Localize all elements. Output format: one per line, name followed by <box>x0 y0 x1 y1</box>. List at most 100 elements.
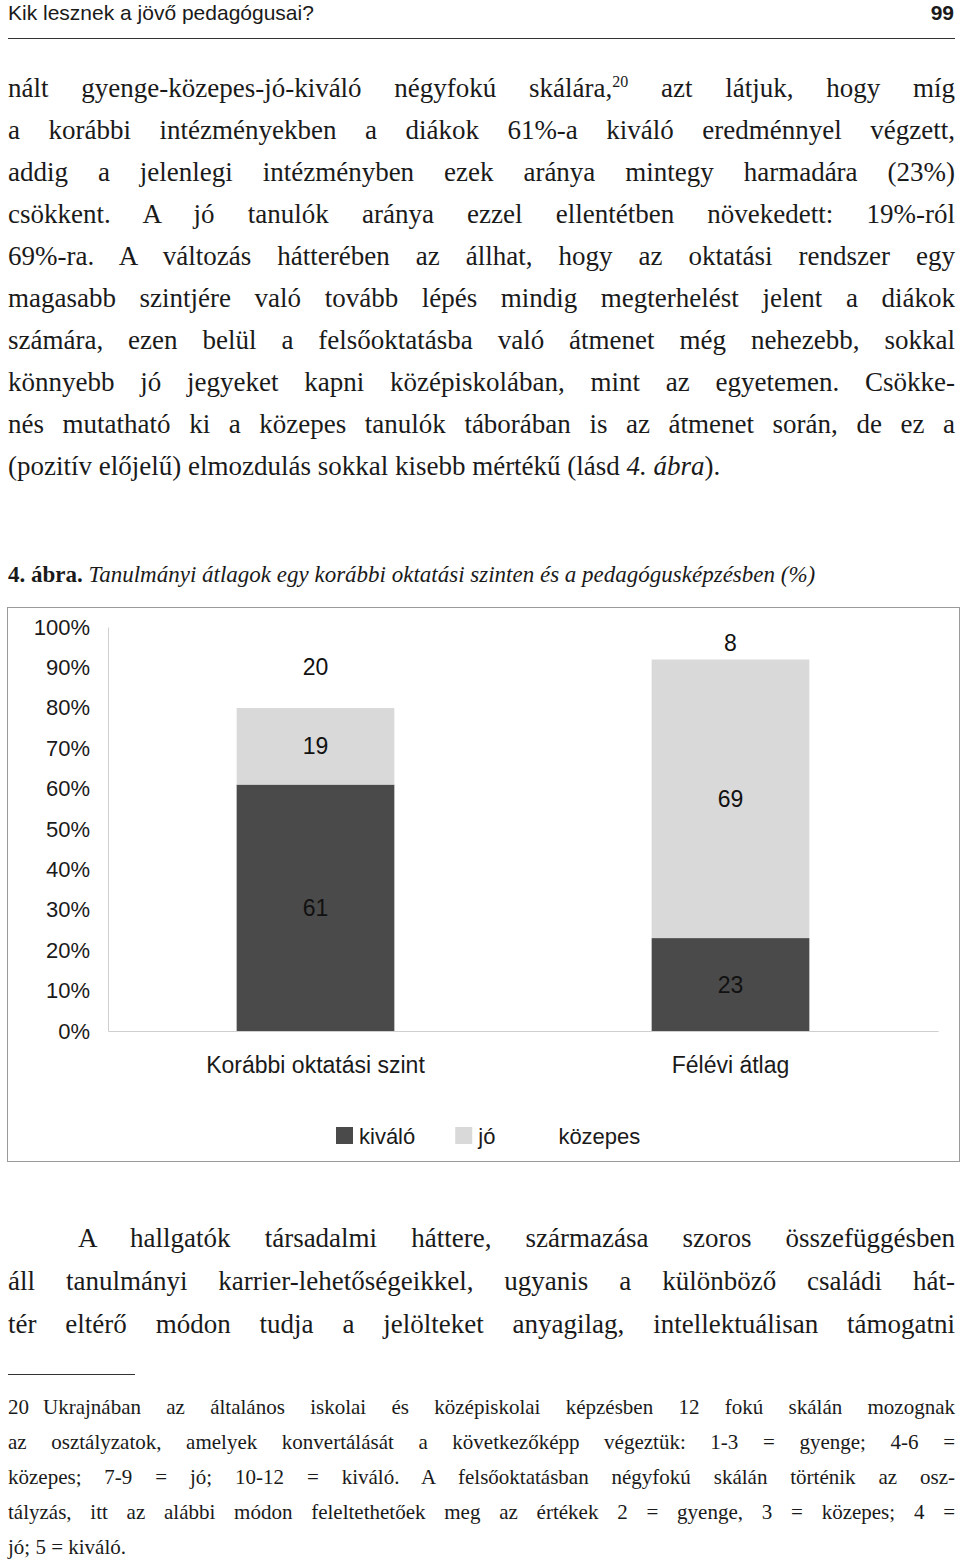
text-run: 4. ábra. <box>8 562 83 587</box>
data-label: 69 <box>718 786 744 812</box>
footnote-line: 20 Ukrajnában az általános iskolai és köz… <box>8 1390 955 1425</box>
y-axis-line <box>108 628 109 1032</box>
text-run: csökkent. A jó tanulók aránya ezzel elle… <box>8 199 955 229</box>
data-labels: 61 23 19 69 20 8 <box>303 630 744 997</box>
footnote-line: az osztályzatok, amelyek konvertálását a… <box>8 1425 955 1460</box>
text-run: Tanulmányi átlagok egy korábbi oktatási … <box>83 562 816 587</box>
y-tick: 100% <box>34 615 108 640</box>
y-tick: 50% <box>46 817 108 842</box>
chart-frame: 0% 10% 20% 30% 40% 50% 60% 70% 80% 90% 100% Korábbi… <box>7 607 960 1162</box>
chart: 0% 10% 20% 30% 40% 50% 60% 70% 80% 90% 100% Korábbi… <box>8 608 959 1161</box>
footnote-text: közepes; 7-9 = jó; 10-12 = kiváló. A fel… <box>8 1465 955 1489</box>
legend-label: kiváló <box>359 1124 415 1149</box>
text-run: 20 <box>612 73 628 90</box>
footnote-line: közepes; 7-9 = jó; 10-12 = kiváló. A fel… <box>8 1460 955 1495</box>
text-line: könnyebb jó jegyeket kapni középiskolába… <box>8 361 955 403</box>
y-tick: 20% <box>46 938 108 963</box>
x-axis-line <box>109 1031 939 1032</box>
data-label: 20 <box>303 654 329 680</box>
text-run: nés mutatható ki a közepes tanulók tábor… <box>8 409 955 439</box>
y-tick-label: 50% <box>46 817 90 842</box>
page: Kik lesznek a jövő pedagógusai? 99 nált gy… <box>0 0 960 1562</box>
y-tick: 40% <box>46 857 108 882</box>
text-line: tér eltérő módon tudja a jelölteket anya… <box>8 1303 955 1345</box>
text-line: 69%-ra. A változás hátterében az állhat,… <box>8 235 955 277</box>
y-tick: 70% <box>46 736 108 761</box>
x-tick-label: Félévi átlag <box>672 1052 790 1078</box>
y-tick-label: 10% <box>46 978 90 1003</box>
running-head: Kik lesznek a jövő pedagógusai? <box>8 0 314 26</box>
x-tick: Korábbi oktatási szint <box>206 1052 425 1078</box>
data-label: 61 <box>303 895 329 921</box>
bar-segment <box>237 627 395 708</box>
y-tick: 0% <box>58 1019 108 1044</box>
bar-segment <box>237 708 395 785</box>
y-tick-label: 60% <box>46 776 90 801</box>
header-rule <box>8 38 955 39</box>
y-tick-label: 70% <box>46 736 90 761</box>
text-line: áll tanulmányi karrier-lehetőségeikkel, … <box>8 1260 955 1302</box>
figure-caption: 4. ábra. Tanulmányi átlagok egy korábbi … <box>8 560 955 590</box>
text-line: (pozitív előjelű) elmozdulás sokkal kise… <box>8 445 955 487</box>
footnote-text: tályzás, itt az alábbi módon feleltethet… <box>8 1500 955 1524</box>
bar-segment <box>652 938 810 1031</box>
x-tick: Félévi átlag <box>672 1052 790 1078</box>
text-run: tér eltérő módon tudja a jelölteket anya… <box>8 1309 955 1339</box>
text-run: magasabb szintjére való tovább lépés min… <box>8 283 955 313</box>
legend-swatch <box>455 1127 472 1144</box>
y-tick-label: 0% <box>58 1019 90 1044</box>
text-run: addig a jelenlegi intézményben ezek arán… <box>8 157 955 187</box>
y-tick-label: 80% <box>46 695 90 720</box>
y-tick: 30% <box>46 897 108 922</box>
y-tick: 60% <box>46 776 108 801</box>
footnote-line: tályzás, itt az alábbi módon feleltethet… <box>8 1495 955 1530</box>
page-number: 99 <box>931 0 954 26</box>
footnote-text: Ukrajnában az általános iskolai és közép… <box>43 1395 955 1419</box>
text-run: ). <box>705 451 721 481</box>
legend-label: jó <box>477 1124 495 1149</box>
y-tick: 10% <box>46 978 108 1003</box>
y-tick-label: 100% <box>34 615 90 640</box>
text-run: a korábbi intézményekben a diákok 61%-a … <box>8 115 955 145</box>
footnote-rule <box>8 1374 135 1375</box>
text-line: nált gyenge-közepes-jó-kiváló négyfokú s… <box>8 67 955 109</box>
data-label: 19 <box>303 733 329 759</box>
text-run: számára, ezen belül a felsőoktatásba val… <box>8 325 955 355</box>
y-tick-label: 20% <box>46 938 90 963</box>
legend-swatch <box>336 1127 353 1144</box>
legend-swatch <box>535 1127 552 1144</box>
text-line: csökkent. A jó tanulók aránya ezzel elle… <box>8 193 955 235</box>
text-run: A hallgatók társadalmi háttere, származá… <box>78 1223 955 1253</box>
bar-segment <box>237 785 395 1031</box>
legend-label: közepes <box>558 1124 640 1149</box>
y-tick-label: 30% <box>46 897 90 922</box>
text-line: addig a jelenlegi intézményben ezek arán… <box>8 151 955 193</box>
x-axis: Korábbi oktatási szint Félévi átlag <box>109 1032 939 1079</box>
text-line: a korábbi intézményekben a diákok 61%-a … <box>8 109 955 151</box>
legend: kiváló jó közepes <box>336 1124 640 1149</box>
footnote-number: 20 <box>8 1395 29 1419</box>
y-tick-label: 40% <box>46 857 90 882</box>
text-run: 69%-ra. A változás hátterében az állhat,… <box>8 241 955 271</box>
text-line: számára, ezen belül a felsőoktatásba val… <box>8 319 955 361</box>
footnote-line: jó; 5 = kiváló. <box>8 1530 955 1562</box>
text-run: azt látjuk, hogy míg <box>628 73 955 103</box>
text-line: A hallgatók társadalmi háttere, származá… <box>78 1217 955 1259</box>
text-run: 4. ábra <box>627 451 705 481</box>
text-run: áll tanulmányi karrier-lehetőségeikkel, … <box>8 1266 955 1296</box>
data-label: 23 <box>718 972 744 998</box>
y-tick: 90% <box>46 655 108 680</box>
text-run: (pozitív előjelű) elmozdulás sokkal kise… <box>8 451 627 481</box>
text-line: magasabb szintjére való tovább lépés min… <box>8 277 955 319</box>
text-run: nált gyenge-közepes-jó-kiváló négyfokú s… <box>8 73 612 103</box>
text-line: nés mutatható ki a közepes tanulók tábor… <box>8 403 955 445</box>
footnote-text: jó; 5 = kiváló. <box>8 1535 126 1559</box>
data-label: 8 <box>724 630 737 656</box>
bar-segment <box>652 627 810 659</box>
y-tick: 80% <box>46 695 108 720</box>
bar-segment <box>652 659 810 938</box>
text-run: könnyebb jó jegyeket kapni középiskolába… <box>8 367 955 397</box>
y-axis: 0% 10% 20% 30% 40% 50% 60% 70% 80% 90% 100% <box>34 615 109 1044</box>
x-tick-label: Korábbi oktatási szint <box>206 1052 425 1078</box>
y-tick-label: 90% <box>46 655 90 680</box>
